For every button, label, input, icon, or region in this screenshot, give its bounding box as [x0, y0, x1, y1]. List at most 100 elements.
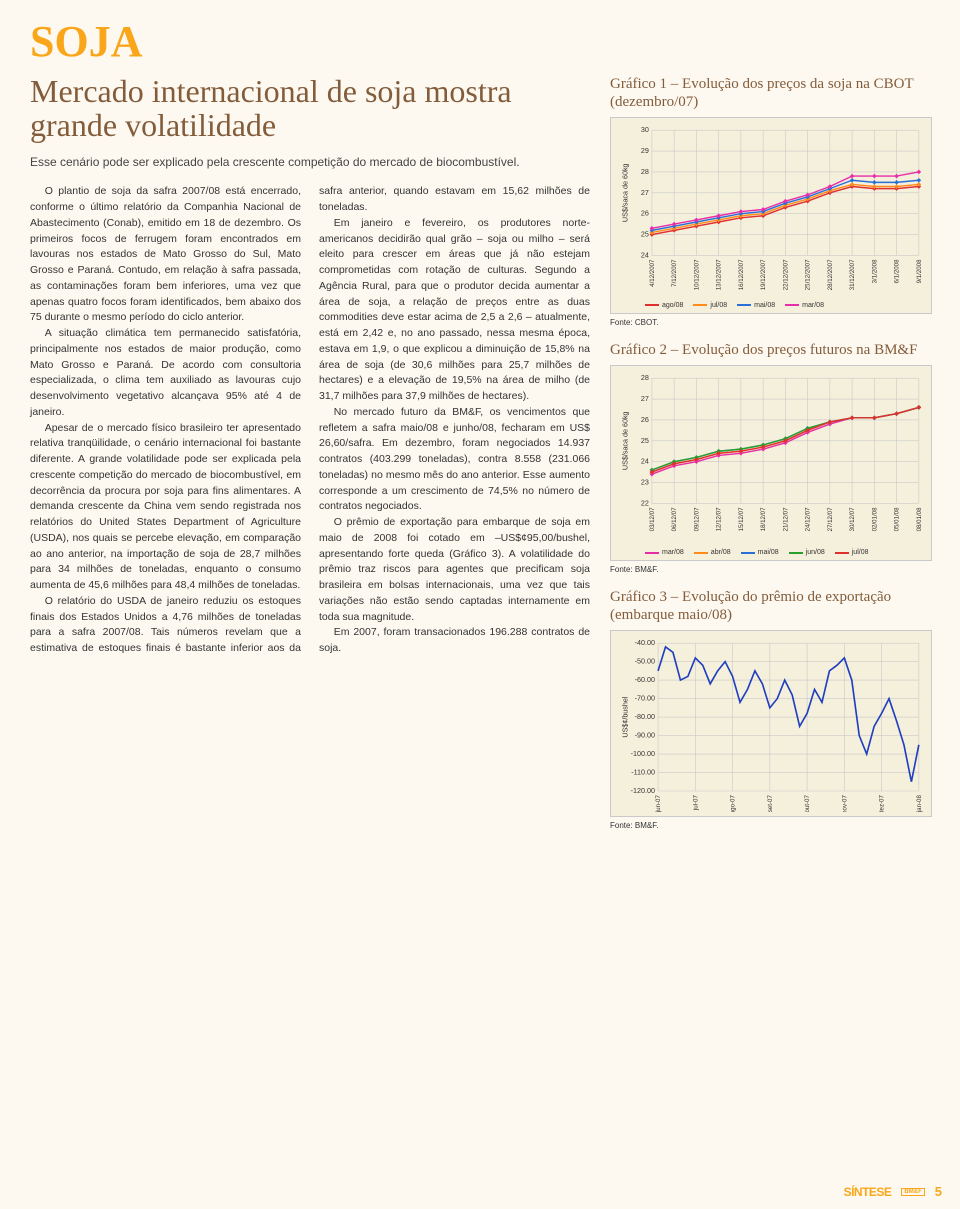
svg-text:jun-07: jun-07 — [655, 795, 662, 812]
svg-text:25/12/2007: 25/12/2007 — [805, 259, 812, 290]
svg-text:28: 28 — [641, 168, 649, 176]
legend-item: jul/08 — [835, 549, 869, 556]
chart-3-title: Gráfico 3 – Evolução do prêmio de export… — [610, 588, 932, 624]
legend-item: ago/08 — [645, 302, 683, 309]
body-paragraph: A situação climática tem permanecido sat… — [30, 326, 301, 421]
svg-text:-120.00: -120.00 — [631, 787, 655, 795]
body-paragraph: Em 2007, foram transacionados 196.288 co… — [319, 625, 590, 657]
svg-text:-70.00: -70.00 — [635, 695, 655, 703]
svg-text:-90.00: -90.00 — [635, 732, 655, 740]
svg-text:22: 22 — [641, 499, 649, 507]
svg-text:out-07: out-07 — [804, 795, 811, 812]
body-paragraph: Em janeiro e fevereiro, os produtores no… — [319, 216, 590, 405]
body-paragraph: O plantio de soja da safra 2007/08 está … — [30, 184, 301, 326]
chart-1: Gráfico 1 – Evolução dos preços da soja … — [610, 75, 932, 327]
svg-text:9/1/2008: 9/1/2008 — [916, 259, 923, 283]
svg-text:31/12/2007: 31/12/2007 — [849, 259, 856, 290]
subheadline: Esse cenário pode ser explicado pela cre… — [30, 154, 590, 170]
chart-2: Gráfico 2 – Evolução dos preços futuros … — [610, 341, 932, 575]
content-area: Mercado internacional de soja mostra gra… — [0, 75, 960, 830]
svg-text:US$/saca de 60kg: US$/saca de 60kg — [621, 411, 629, 470]
svg-text:30: 30 — [641, 126, 649, 134]
svg-text:24: 24 — [641, 457, 649, 465]
svg-text:22/12/2007: 22/12/2007 — [782, 259, 789, 290]
svg-text:-110.00: -110.00 — [631, 769, 655, 777]
svg-text:24: 24 — [641, 251, 649, 259]
svg-text:08/01/08: 08/01/08 — [916, 506, 923, 530]
chart-1-source: Fonte: CBOT. — [610, 318, 932, 327]
legend-item: mai/08 — [737, 302, 775, 309]
svg-text:28: 28 — [641, 374, 649, 382]
chart-3-source: Fonte: BM&F. — [610, 821, 932, 830]
svg-text:30/12/07: 30/12/07 — [849, 506, 856, 530]
footer-sub: BM&F — [901, 1188, 924, 1196]
svg-text:set-07: set-07 — [767, 795, 774, 812]
section-category: SOJA — [0, 0, 960, 75]
body-paragraph: No mercado futuro da BM&F, os vencimento… — [319, 405, 590, 515]
svg-text:US$¢/bushel: US$¢/bushel — [621, 696, 629, 737]
svg-text:jan-08: jan-08 — [916, 795, 923, 812]
chart-2-legend: mar/08 abr/08 mai/08 jun/08 jul/08 — [617, 546, 925, 556]
chart-2-box: 22 23 24 25 26 27 28 03/12/07 06/12/07 09/12/07 12… — [610, 365, 932, 562]
svg-text:US$/saca de 60kg: US$/saca de 60kg — [621, 163, 629, 222]
svg-text:dez-07: dez-07 — [879, 795, 886, 812]
legend-item: jul/08 — [693, 302, 727, 309]
svg-text:28/12/2007: 28/12/2007 — [827, 259, 834, 290]
page-number: 5 — [935, 1184, 942, 1199]
svg-text:23: 23 — [641, 478, 649, 486]
body-paragraph: O prêmio de exportação para embarque de … — [319, 515, 590, 625]
charts-column: Gráfico 1 – Evolução dos preços da soja … — [610, 75, 932, 830]
svg-text:-60.00: -60.00 — [635, 676, 655, 684]
svg-text:21/12/07: 21/12/07 — [782, 506, 789, 530]
chart-1-box: 24 25 26 27 28 29 30 4/12/2007 7/12/2007 10/12/20… — [610, 117, 932, 314]
svg-text:26: 26 — [641, 415, 649, 423]
svg-text:09/12/07: 09/12/07 — [693, 506, 700, 530]
svg-text:6/1/2008: 6/1/2008 — [894, 259, 901, 283]
svg-text:10/12/2007: 10/12/2007 — [693, 259, 700, 290]
footer-logo: SÍNTESE — [844, 1185, 892, 1199]
svg-text:19/12/2007: 19/12/2007 — [760, 259, 767, 290]
chart-2-title: Gráfico 2 – Evolução dos preços futuros … — [610, 341, 932, 359]
chart-1-title: Gráfico 1 – Evolução dos preços da soja … — [610, 75, 932, 111]
svg-text:18/12/07: 18/12/07 — [760, 506, 767, 530]
chart-3-svg: -120.00-110.00-100.00-90.00-80.00-70.00-… — [617, 637, 925, 812]
svg-text:nov-07: nov-07 — [841, 795, 848, 812]
chart-2-svg: 22 23 24 25 26 27 28 03/12/07 06/12/07 09/12/07 12… — [617, 372, 925, 547]
svg-text:27/12/07: 27/12/07 — [827, 506, 834, 530]
svg-text:27: 27 — [641, 395, 649, 403]
chart-3: Gráfico 3 – Evolução do prêmio de export… — [610, 588, 932, 830]
article-column: Mercado internacional de soja mostra gra… — [30, 75, 590, 830]
svg-text:-50.00: -50.00 — [635, 658, 655, 666]
svg-text:25: 25 — [641, 436, 649, 444]
chart-2-source: Fonte: BM&F. — [610, 565, 932, 574]
svg-text:05/01/08: 05/01/08 — [894, 506, 901, 530]
headline: Mercado internacional de soja mostra gra… — [30, 75, 590, 142]
svg-text:06/12/07: 06/12/07 — [671, 506, 678, 530]
body-paragraph: Apesar de o mercado físico brasileiro te… — [30, 421, 301, 594]
legend-item: mar/08 — [785, 302, 824, 309]
legend-item: abr/08 — [694, 549, 731, 556]
svg-text:03/12/07: 03/12/07 — [649, 506, 656, 530]
page-footer: SÍNTESE BM&F 5 — [844, 1184, 942, 1199]
legend-item: jun/08 — [789, 549, 825, 556]
svg-text:4/12/2007: 4/12/2007 — [649, 259, 656, 287]
svg-text:-40.00: -40.00 — [635, 639, 655, 647]
svg-text:16/12/2007: 16/12/2007 — [738, 259, 745, 290]
svg-text:27: 27 — [641, 189, 649, 197]
svg-text:7/12/2007: 7/12/2007 — [671, 259, 678, 287]
legend-item: mar/08 — [645, 549, 684, 556]
svg-text:13/12/2007: 13/12/2007 — [716, 259, 723, 290]
chart-1-svg: 24 25 26 27 28 29 30 4/12/2007 7/12/2007 10/12/20… — [617, 124, 925, 299]
svg-text:24/12/07: 24/12/07 — [805, 506, 812, 530]
svg-text:3/1/2008: 3/1/2008 — [871, 259, 878, 283]
svg-text:ago-07: ago-07 — [730, 795, 737, 812]
svg-text:25: 25 — [641, 231, 649, 239]
svg-text:jul-07: jul-07 — [692, 795, 699, 812]
svg-text:12/12/07: 12/12/07 — [716, 506, 723, 530]
legend-item: mai/08 — [741, 549, 779, 556]
svg-text:-100.00: -100.00 — [631, 750, 655, 758]
svg-text:29: 29 — [641, 147, 649, 155]
body-text: O plantio de soja da safra 2007/08 está … — [30, 184, 590, 657]
svg-text:26: 26 — [641, 210, 649, 218]
chart-1-legend: ago/08 jul/08 mai/08 mar/08 — [617, 299, 925, 309]
